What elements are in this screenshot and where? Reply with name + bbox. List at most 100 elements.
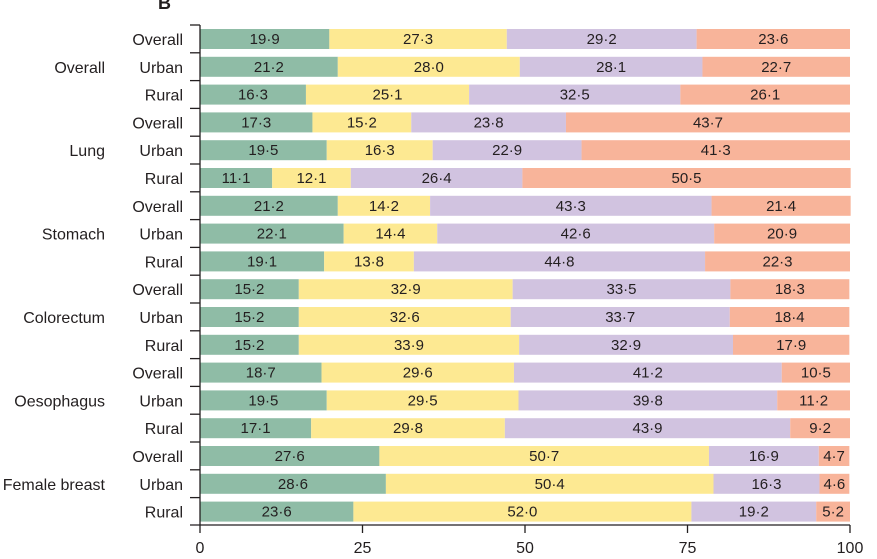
data-label: 27·6 [275, 448, 305, 465]
bar-segment [343, 223, 438, 244]
x-tick-label: 0 [196, 540, 205, 557]
panel-label: B [158, 0, 171, 13]
x-tick-label: 25 [354, 540, 372, 557]
data-label: 16·3 [751, 476, 781, 493]
data-label: 32·9 [391, 281, 421, 298]
row-label: Overall [132, 366, 183, 383]
bar-segment [200, 112, 313, 133]
data-label: 41·2 [633, 365, 663, 382]
data-label: 39·8 [633, 392, 663, 409]
bar-segment [711, 195, 851, 216]
axes-layer: 0 25 50 75 100 [190, 24, 864, 557]
data-label: 50·7 [529, 448, 559, 465]
data-label: 16·9 [749, 448, 779, 465]
data-label: 18·4 [775, 309, 805, 326]
data-label: 32·5 [560, 87, 590, 104]
data-label: 15·2 [234, 337, 264, 354]
data-label: 23·6 [758, 31, 788, 48]
bar-segment [350, 168, 523, 188]
bar-segment [200, 446, 380, 466]
bar-segment [691, 501, 817, 522]
data-label: 52·0 [507, 504, 537, 521]
row-label: Urban [139, 310, 183, 327]
data-label: 17·1 [241, 420, 271, 437]
bar-segment [200, 473, 386, 494]
bar-segment [469, 84, 681, 105]
data-label: 18·7 [246, 365, 276, 382]
bar-segment [411, 112, 566, 133]
data-label: 43·7 [693, 114, 723, 131]
bar-segment [305, 84, 470, 105]
bar-segment [200, 390, 327, 411]
data-label: 26·1 [750, 87, 780, 104]
bar-segment [329, 29, 507, 49]
data-label: 32·9 [611, 337, 641, 354]
data-label: 21·4 [766, 198, 796, 215]
bar-segment [818, 446, 850, 466]
data-label: 21·2 [254, 59, 284, 76]
row-label: Urban [139, 143, 183, 160]
x-tick-label: 100 [837, 540, 864, 557]
data-label: 29·6 [403, 365, 433, 382]
row-label: Urban [139, 477, 183, 494]
data-label: 17·3 [241, 114, 271, 131]
data-label: 25·1 [373, 87, 403, 104]
bars-layer: 19·9 27·3 29·2 23·6 21·2 28·0 28·1 22·7 16·3 25·1… [200, 29, 851, 522]
group-label: Colorectum [23, 310, 105, 327]
data-label: 42·6 [561, 226, 591, 243]
data-label: 33·9 [394, 337, 424, 354]
bar-segment [522, 168, 851, 188]
bar-segment [321, 362, 514, 383]
bar-segment [200, 195, 338, 216]
data-label: 15·2 [234, 281, 264, 298]
bar-segment [581, 140, 850, 161]
data-label: 11·2 [799, 392, 828, 409]
bar-segment [510, 307, 730, 327]
bar-segment [337, 195, 431, 216]
row-label: Rural [145, 421, 183, 438]
bar-segment [326, 140, 433, 161]
bar-segment [200, 168, 273, 188]
data-label: 22·7 [761, 59, 791, 76]
data-label: 22·9 [492, 142, 522, 159]
data-label: 28·0 [414, 59, 444, 76]
bar-segment [512, 279, 731, 300]
bar-segment [311, 418, 505, 439]
row-label: Rural [145, 88, 183, 105]
data-label: 15·2 [347, 114, 377, 131]
data-label: 4·6 [824, 476, 846, 493]
bar-segment [272, 168, 351, 188]
bar-segment [200, 140, 327, 161]
data-label: 11·1 [222, 170, 251, 187]
bar-segment [337, 56, 520, 77]
bar-segment [790, 418, 850, 439]
bar-segment [437, 223, 715, 244]
row-label: Urban [139, 393, 183, 410]
bar-segment [200, 334, 299, 355]
bar-segment [200, 56, 338, 77]
data-label: 19·1 [247, 253, 277, 270]
data-label: 19·9 [250, 31, 280, 48]
bar-segment [432, 140, 582, 161]
data-label: 13·8 [354, 253, 384, 270]
row-label: Overall [132, 115, 183, 132]
data-label: 29·5 [408, 392, 438, 409]
data-label: 33·5 [607, 281, 637, 298]
bar-segment [816, 501, 850, 522]
data-label: 19·5 [248, 392, 278, 409]
bar-segment [326, 390, 519, 411]
group-label: Oesophagus [14, 393, 105, 410]
row-label: Overall [132, 449, 183, 466]
bar-segment [565, 112, 850, 133]
bar-segment [353, 501, 692, 522]
bar-segment [298, 307, 511, 327]
row-label: Rural [145, 505, 183, 522]
data-label: 27·3 [403, 31, 433, 48]
group-label: Stomach [42, 227, 105, 244]
bar-segment [714, 223, 850, 244]
data-label: 23·8 [474, 114, 504, 131]
row-label: Rural [145, 171, 183, 188]
group-label: Female breast [3, 477, 106, 494]
bar-segment [777, 390, 850, 411]
